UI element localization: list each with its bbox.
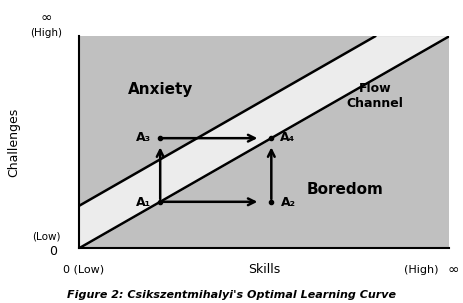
Text: 0 (Low): 0 (Low) bbox=[63, 265, 104, 275]
Text: A₃: A₃ bbox=[136, 131, 151, 144]
Text: Challenges: Challenges bbox=[7, 108, 20, 177]
Text: (High): (High) bbox=[404, 265, 438, 275]
Text: Figure 2: Csikszentmihalyi's Optimal Learning Curve: Figure 2: Csikszentmihalyi's Optimal Lea… bbox=[67, 290, 396, 300]
Text: Anxiety: Anxiety bbox=[127, 82, 193, 97]
Text: A₂: A₂ bbox=[281, 196, 295, 209]
Text: Skills: Skills bbox=[248, 263, 280, 276]
Text: A₁: A₁ bbox=[136, 196, 151, 209]
Text: (Low): (Low) bbox=[32, 231, 61, 241]
Text: (High): (High) bbox=[30, 28, 63, 38]
Text: Boredom: Boredom bbox=[307, 181, 384, 197]
Text: A₄: A₄ bbox=[281, 131, 295, 144]
Text: 0: 0 bbox=[49, 245, 57, 258]
Text: ∞: ∞ bbox=[448, 263, 459, 277]
Text: Flow
Channel: Flow Channel bbox=[347, 82, 403, 110]
Text: ∞: ∞ bbox=[41, 11, 52, 25]
